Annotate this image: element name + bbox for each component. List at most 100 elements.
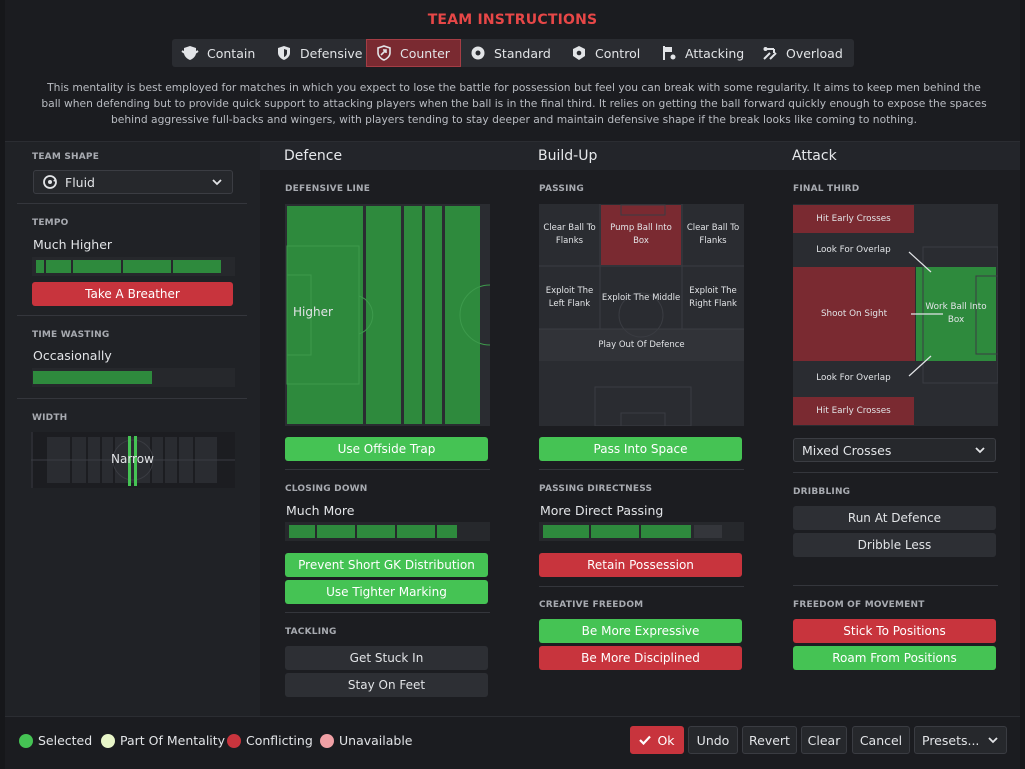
exploit-left-flank-cell[interactable]: Exploit The Left Flank — [545, 286, 594, 309]
tempo-label: TEMPO — [32, 218, 69, 228]
attack-title: Attack — [768, 142, 1020, 170]
defensive-line-value: Higher — [293, 305, 333, 319]
chevron-down-icon — [975, 447, 985, 454]
stick-to-positions-button[interactable]: Stick To Positions — [793, 619, 996, 643]
freedom-of-movement-label: FREEDOM OF MOVEMENT — [793, 600, 925, 610]
use-offside-trap-button[interactable]: Use Offside Trap — [285, 437, 488, 461]
slider-segment — [73, 260, 121, 273]
team-shape-dropdown[interactable]: Fluid — [33, 170, 233, 194]
tab-defensive[interactable]: Defensive — [267, 39, 366, 67]
cancel-button[interactable]: Cancel — [852, 726, 910, 754]
footer — [5, 716, 1020, 769]
tab-label: Contain — [207, 45, 256, 61]
header: TEAM INSTRUCTIONS Contain Defensive Coun… — [5, 0, 1020, 142]
tab-label: Defensive — [300, 45, 363, 61]
tab-counter[interactable]: Counter — [366, 39, 461, 67]
clear-ball-to-flanks-right-cell[interactable]: Clear Ball To Flanks — [686, 223, 740, 246]
tab-label: Counter — [400, 45, 450, 61]
passing-directness-slider[interactable] — [539, 522, 744, 541]
tab-control[interactable]: Control — [562, 39, 652, 67]
width-pitch-graphic — [31, 432, 235, 488]
slider-segment — [357, 525, 395, 538]
overload-arrows-icon — [763, 47, 777, 60]
slider-segment — [641, 525, 691, 538]
dribble-less-button[interactable]: Dribble Less — [793, 533, 996, 557]
passing-selector: Clear Ball To Flanks Pump Ball Into Box … — [539, 204, 744, 426]
legend-conflicting: Conflicting — [227, 733, 313, 748]
mentality-dot-icon — [101, 733, 115, 748]
legend-label: Unavailable — [339, 733, 413, 748]
time-wasting-slider[interactable] — [32, 368, 235, 387]
stay-on-feet-button[interactable]: Stay On Feet — [285, 673, 488, 697]
crossing-dropdown[interactable]: Mixed Crosses — [793, 438, 996, 462]
check-icon — [639, 735, 652, 745]
mentality-description: This mentality is best employed for matc… — [41, 81, 987, 126]
closing-down-slider[interactable] — [285, 522, 490, 541]
closing-down-value: Much More — [286, 503, 355, 518]
presets-label: Presets... — [922, 732, 980, 748]
slider-segment — [46, 260, 71, 273]
clear-button[interactable]: Clear — [801, 726, 847, 754]
prevent-short-gk-distribution-button[interactable]: Prevent Short GK Distribution — [285, 553, 488, 577]
be-more-expressive-button[interactable]: Be More Expressive — [539, 619, 742, 643]
team-shape-label: TEAM SHAPE — [32, 152, 100, 162]
width-label: WIDTH — [32, 413, 68, 423]
fluid-icon — [43, 175, 57, 189]
retain-possession-button[interactable]: Retain Possession — [539, 553, 742, 577]
chevron-down-icon — [988, 737, 998, 744]
tempo-slider[interactable] — [32, 257, 235, 276]
tab-label: Standard — [494, 45, 551, 61]
dribbling-label: DRIBBLING — [793, 487, 851, 497]
build-up-column: Build-Up PASSING Clear Ball To Flanks Pu… — [514, 142, 768, 716]
passing-directness-value: More Direct Passing — [540, 503, 664, 518]
tab-contain[interactable]: Contain — [172, 39, 267, 67]
take-a-breather-button[interactable]: Take A Breather — [32, 282, 233, 306]
tab-standard[interactable]: Standard — [461, 39, 562, 67]
revert-button[interactable]: Revert — [742, 726, 797, 754]
build-up-title: Build-Up — [514, 142, 768, 170]
use-tighter-marking-button[interactable]: Use Tighter Marking — [285, 580, 488, 604]
tab-attacking[interactable]: Attacking — [652, 39, 753, 67]
presets-dropdown[interactable]: Presets... — [914, 726, 1007, 754]
ok-button[interactable]: Ok — [630, 726, 684, 754]
tab-overload[interactable]: Overload — [753, 39, 854, 67]
slider-fill — [33, 371, 152, 384]
ball-icon — [471, 46, 485, 60]
page-title: TEAM INSTRUCTIONS — [427, 12, 598, 28]
defensive-line-selector[interactable]: Higher — [285, 204, 521, 426]
crossing-value: Mixed Crosses — [802, 442, 892, 458]
pass-into-space-button[interactable]: Pass Into Space — [539, 437, 742, 461]
legend-label: Selected — [38, 733, 93, 748]
time-wasting-label: TIME WASTING — [32, 330, 110, 340]
hit-early-crosses-bottom-cell[interactable]: Hit Early Crosses — [816, 405, 891, 416]
tab-label: Control — [595, 45, 641, 61]
shoot-on-sight-cell[interactable]: Shoot On Sight — [820, 308, 888, 319]
shield-hands-icon — [181, 46, 199, 60]
slider-segment — [437, 525, 457, 538]
get-stuck-in-button[interactable]: Get Stuck In — [285, 646, 488, 670]
passing-pitch — [539, 204, 744, 426]
play-out-of-defence-cell[interactable]: Play Out Of Defence — [598, 339, 685, 350]
be-more-disciplined-button[interactable]: Be More Disciplined — [539, 646, 742, 670]
look-for-overlap-bottom-cell[interactable]: Look For Overlap — [816, 372, 891, 383]
pump-ball-into-box-cell[interactable]: Pump Ball Into Box — [610, 223, 672, 246]
exploit-right-flank-cell[interactable]: Exploit The Right Flank — [689, 286, 737, 309]
work-ball-into-box-cell[interactable]: Work Ball Into Box — [925, 302, 987, 325]
width-value: Narrow — [111, 452, 154, 466]
width-selector[interactable]: Narrow — [31, 432, 235, 488]
team-shape-value: Fluid — [65, 174, 95, 190]
divider — [17, 203, 247, 204]
attack-column: Attack FINAL THIRD Hit Early Crosses Loo… — [768, 142, 1020, 716]
run-at-defence-button[interactable]: Run At Defence — [793, 506, 996, 530]
slider-segment — [543, 525, 589, 538]
exploit-middle-cell[interactable]: Exploit The Middle — [601, 292, 681, 303]
closing-down-label: CLOSING DOWN — [285, 484, 368, 494]
hit-early-crosses-top-cell[interactable]: Hit Early Crosses — [816, 213, 891, 224]
defence-column: Defence DEFENSIVE LINE Higher Use Offsid… — [260, 142, 521, 716]
roam-from-positions-button[interactable]: Roam From Positions — [793, 646, 996, 670]
look-for-overlap-top-cell[interactable]: Look For Overlap — [816, 244, 891, 255]
clear-ball-to-flanks-left-cell[interactable]: Clear Ball To Flanks — [543, 223, 596, 246]
tempo-value: Much Higher — [33, 237, 113, 252]
undo-button[interactable]: Undo — [688, 726, 738, 754]
divider — [17, 398, 247, 399]
